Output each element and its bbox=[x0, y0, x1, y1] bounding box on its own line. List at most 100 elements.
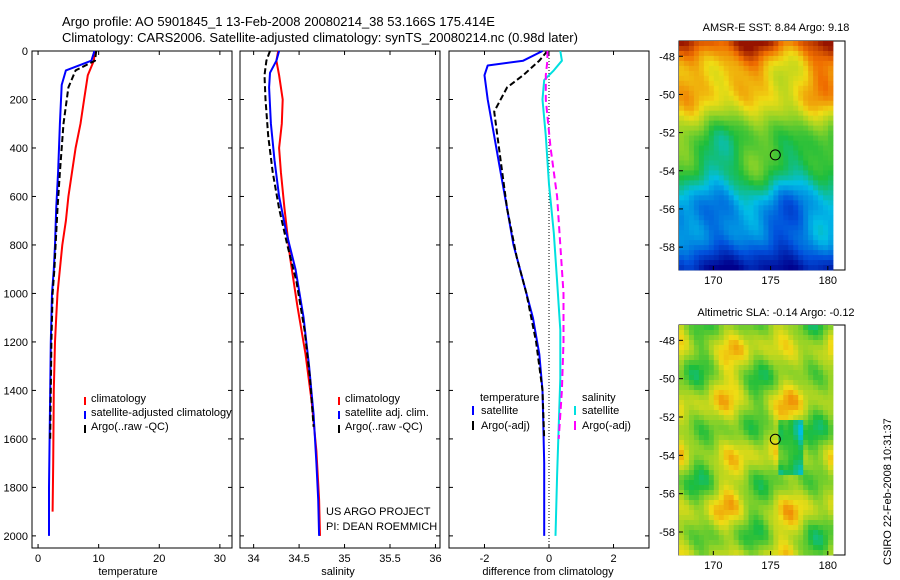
heatmap-cell bbox=[793, 500, 799, 506]
heatmap-cell bbox=[788, 505, 794, 511]
heatmap-cell bbox=[758, 125, 764, 132]
heatmap-cell bbox=[713, 41, 720, 47]
heatmap-cell bbox=[679, 500, 685, 506]
heatmap-cell bbox=[723, 60, 730, 67]
heatmap-cell bbox=[823, 210, 829, 216]
heatmap-cell bbox=[733, 335, 740, 341]
heatmap-cell bbox=[773, 505, 779, 511]
heatmap-cell bbox=[798, 150, 804, 156]
heatmap-cell bbox=[778, 75, 784, 82]
heatmap-cell bbox=[708, 525, 715, 531]
heatmap-cell bbox=[758, 95, 764, 102]
heatmap-cell bbox=[743, 205, 749, 211]
heatmap-cell bbox=[753, 185, 759, 191]
heatmap-cell bbox=[768, 175, 774, 181]
heatmap-cell bbox=[693, 160, 700, 166]
heatmap-cell bbox=[738, 365, 744, 371]
heatmap-cell bbox=[743, 365, 749, 371]
heatmap-cell bbox=[823, 110, 829, 117]
heatmap-cell bbox=[788, 515, 794, 521]
heatmap-cell bbox=[813, 470, 819, 476]
heatmap-cell bbox=[698, 60, 705, 67]
heatmap-cell bbox=[773, 195, 779, 201]
heatmap-cell bbox=[738, 160, 744, 166]
heatmap-cell bbox=[768, 205, 774, 211]
heatmap-cell bbox=[708, 490, 715, 496]
heatmap-cell bbox=[708, 85, 715, 92]
heatmap-cell bbox=[693, 345, 700, 351]
heatmap-cell bbox=[803, 460, 809, 466]
heatmap-cell bbox=[733, 230, 740, 236]
heatmap-cell bbox=[773, 455, 779, 461]
heatmap-cell bbox=[778, 215, 784, 221]
heatmap-cell bbox=[698, 550, 705, 556]
heatmap-cell bbox=[688, 550, 695, 556]
heatmap-cell bbox=[708, 515, 715, 521]
heatmap-cell bbox=[783, 130, 789, 136]
heatmap-cell bbox=[723, 495, 730, 501]
heatmap-cell bbox=[683, 490, 690, 496]
heatmap-cell bbox=[808, 160, 814, 166]
heatmap-cell bbox=[693, 460, 700, 466]
heatmap-cell bbox=[793, 450, 799, 456]
heatmap-cell bbox=[773, 120, 779, 127]
heatmap-cell bbox=[813, 500, 819, 506]
heatmap-cell bbox=[718, 205, 725, 211]
heatmap-cell bbox=[783, 240, 789, 246]
heatmap-cell bbox=[803, 500, 809, 506]
heatmap-cell bbox=[708, 390, 715, 396]
heatmap-cell bbox=[798, 475, 804, 481]
heatmap-cell bbox=[798, 165, 804, 171]
heatmap-cell bbox=[713, 505, 720, 511]
heatmap-cell bbox=[688, 105, 695, 112]
heatmap-cell bbox=[728, 105, 735, 112]
heatmap-cell bbox=[708, 340, 715, 346]
heatmap-cell bbox=[698, 70, 705, 77]
heatmap-cell bbox=[718, 190, 725, 196]
heatmap-cell bbox=[688, 200, 695, 206]
heatmap-cell bbox=[763, 185, 769, 191]
heatmap-cell bbox=[808, 540, 814, 546]
heatmap-cell bbox=[708, 530, 715, 536]
heatmap-cell bbox=[818, 380, 824, 386]
heatmap-cell bbox=[793, 385, 799, 391]
heatmap-cell bbox=[708, 460, 715, 466]
heatmap-cell bbox=[679, 415, 685, 421]
x-tick-label: 0 bbox=[546, 553, 552, 565]
heatmap-cell bbox=[698, 325, 705, 331]
heatmap-cell bbox=[748, 495, 754, 501]
heatmap-cell bbox=[743, 400, 749, 406]
heatmap-cell bbox=[708, 210, 715, 216]
heatmap-cell bbox=[679, 490, 685, 496]
heatmap-cell bbox=[713, 235, 720, 241]
heatmap-cell bbox=[748, 215, 754, 221]
heatmap-cell bbox=[753, 425, 759, 431]
heatmap-cell bbox=[763, 470, 769, 476]
heatmap-cell bbox=[783, 220, 789, 226]
heatmap-cell bbox=[758, 90, 764, 97]
heatmap-cell bbox=[778, 60, 784, 67]
heatmap-cell bbox=[823, 490, 829, 496]
heatmap-cell bbox=[803, 220, 809, 226]
heatmap-cell bbox=[818, 65, 824, 72]
heatmap-cell bbox=[778, 180, 784, 186]
heatmap-cell bbox=[803, 170, 809, 176]
heatmap-cell bbox=[808, 510, 814, 516]
heatmap-cell bbox=[688, 155, 695, 161]
heatmap-cell bbox=[818, 370, 824, 376]
heatmap-cell bbox=[823, 260, 829, 266]
heatmap-cell bbox=[738, 380, 744, 386]
heatmap-cell bbox=[803, 205, 809, 211]
heatmap-cell bbox=[679, 120, 685, 127]
heatmap-cell bbox=[798, 75, 804, 82]
heatmap-cell bbox=[679, 525, 685, 531]
heatmap-cell bbox=[768, 45, 774, 52]
heatmap-cell bbox=[698, 175, 705, 181]
heatmap-cell bbox=[783, 520, 789, 526]
heatmap-cell bbox=[688, 225, 695, 231]
heatmap-cell bbox=[703, 125, 710, 132]
heatmap-cell bbox=[793, 530, 799, 536]
heatmap-cell bbox=[823, 345, 829, 351]
heatmap-cell bbox=[688, 195, 695, 201]
